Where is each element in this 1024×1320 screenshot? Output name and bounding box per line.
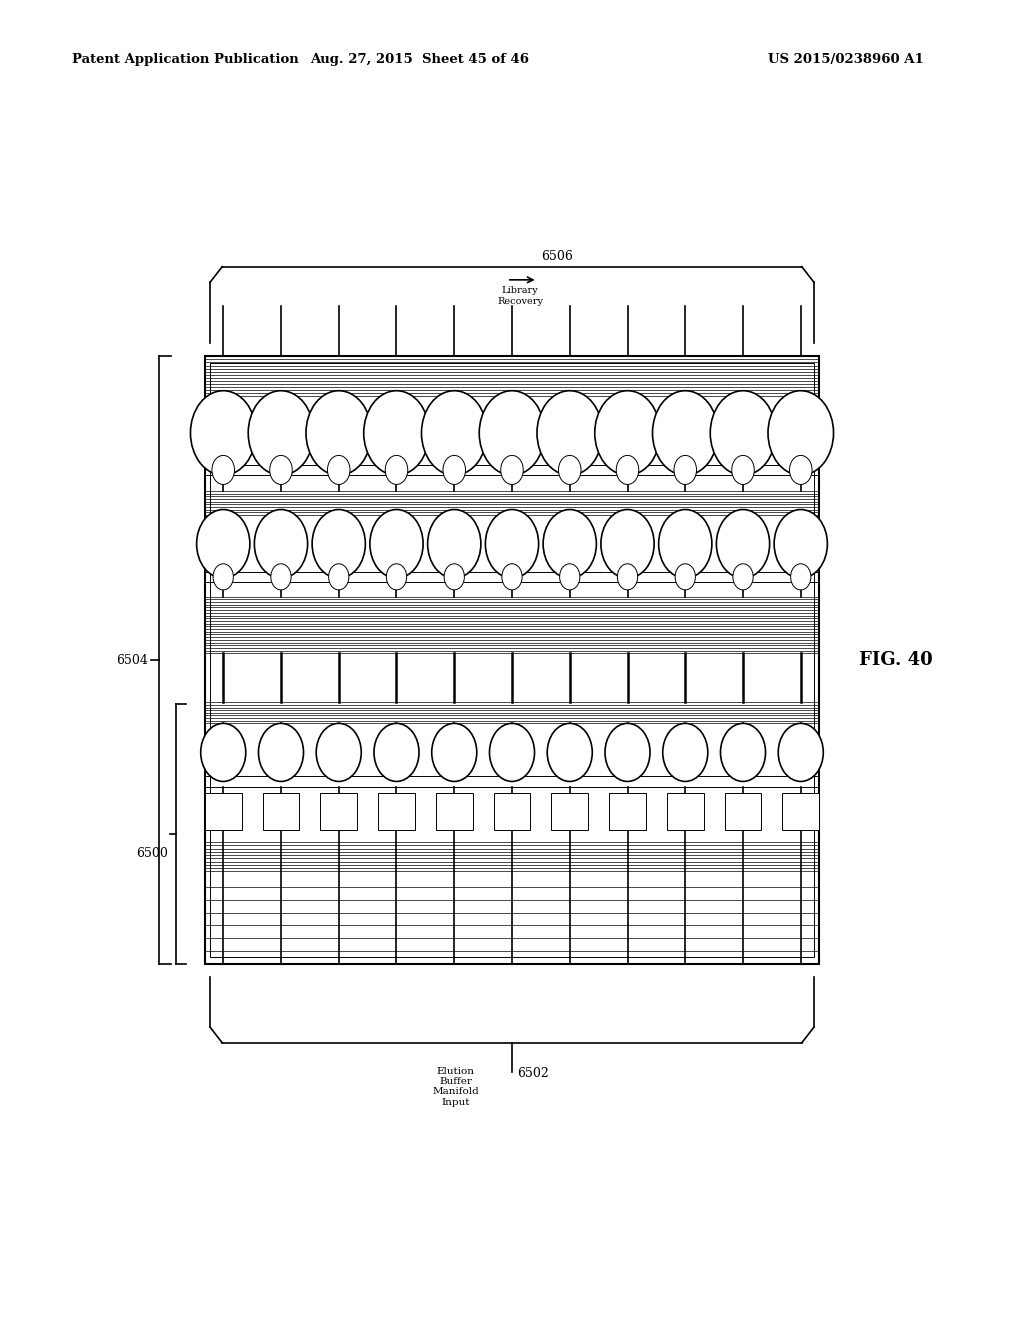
Circle shape [617, 564, 638, 590]
Circle shape [197, 510, 250, 578]
Text: 6500: 6500 [136, 847, 168, 859]
Circle shape [443, 455, 466, 484]
Bar [494, 793, 530, 830]
Bar [551, 793, 588, 830]
Circle shape [312, 510, 366, 578]
Circle shape [501, 455, 523, 484]
Bar [210, 363, 814, 957]
Circle shape [248, 391, 313, 475]
Circle shape [306, 391, 372, 475]
Circle shape [370, 510, 423, 578]
Bar [436, 793, 473, 830]
Text: 6502: 6502 [517, 1067, 549, 1080]
Circle shape [616, 455, 639, 484]
Circle shape [605, 723, 650, 781]
Circle shape [329, 564, 349, 590]
Circle shape [374, 723, 419, 781]
Bar [609, 793, 646, 830]
Circle shape [190, 391, 256, 475]
Text: Aug. 27, 2015  Sheet 45 of 46: Aug. 27, 2015 Sheet 45 of 46 [310, 53, 529, 66]
Circle shape [201, 723, 246, 781]
Text: 6506: 6506 [541, 249, 572, 263]
Circle shape [386, 564, 407, 590]
Circle shape [428, 510, 481, 578]
Circle shape [543, 510, 596, 578]
Circle shape [732, 455, 755, 484]
Circle shape [674, 455, 696, 484]
Circle shape [485, 510, 539, 578]
Circle shape [791, 564, 811, 590]
Text: 6504: 6504 [117, 653, 148, 667]
Bar [262, 793, 299, 830]
Circle shape [258, 723, 303, 781]
Bar [725, 793, 762, 830]
Circle shape [364, 391, 429, 475]
Circle shape [213, 564, 233, 590]
Circle shape [537, 391, 602, 475]
Circle shape [479, 391, 545, 475]
Circle shape [385, 455, 408, 484]
Circle shape [444, 564, 465, 590]
Circle shape [595, 391, 660, 475]
Circle shape [658, 510, 712, 578]
Circle shape [733, 564, 754, 590]
Circle shape [711, 391, 776, 475]
Bar [378, 793, 415, 830]
Text: FIG. 40: FIG. 40 [859, 651, 933, 669]
Circle shape [721, 723, 766, 781]
Bar [321, 793, 357, 830]
Bar [782, 793, 819, 830]
Circle shape [432, 723, 477, 781]
Text: US 2015/0238960 A1: US 2015/0238960 A1 [768, 53, 924, 66]
Circle shape [502, 564, 522, 590]
Circle shape [489, 723, 535, 781]
Text: Patent Application Publication: Patent Application Publication [72, 53, 298, 66]
Circle shape [559, 564, 580, 590]
Circle shape [269, 455, 292, 484]
Circle shape [547, 723, 592, 781]
Text: Library
Recovery: Library Recovery [498, 286, 543, 306]
Bar [205, 793, 242, 830]
Circle shape [254, 510, 307, 578]
Circle shape [717, 510, 770, 578]
Circle shape [663, 723, 708, 781]
Circle shape [328, 455, 350, 484]
Circle shape [422, 391, 487, 475]
Circle shape [768, 391, 834, 475]
Circle shape [601, 510, 654, 578]
Circle shape [652, 391, 718, 475]
Circle shape [558, 455, 581, 484]
Circle shape [790, 455, 812, 484]
Circle shape [316, 723, 361, 781]
Bar [667, 793, 703, 830]
Circle shape [270, 564, 291, 590]
Circle shape [778, 723, 823, 781]
Circle shape [774, 510, 827, 578]
Text: Elution
Buffer
Manifold
Input: Elution Buffer Manifold Input [432, 1067, 479, 1106]
Bar [205, 356, 819, 964]
Circle shape [212, 455, 234, 484]
Circle shape [675, 564, 695, 590]
